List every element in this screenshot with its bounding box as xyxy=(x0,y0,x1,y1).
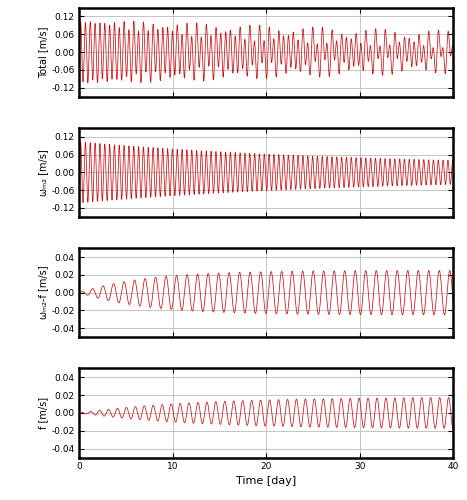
X-axis label: Time [day]: Time [day] xyxy=(236,476,297,486)
Y-axis label: ωₘ₂ [m/s]: ωₘ₂ [m/s] xyxy=(38,149,49,196)
Y-axis label: ωₘ₂-f [m/s]: ωₘ₂-f [m/s] xyxy=(38,266,49,320)
Y-axis label: Total [m/s]: Total [m/s] xyxy=(38,26,49,78)
Y-axis label: f [m/s]: f [m/s] xyxy=(38,397,49,429)
